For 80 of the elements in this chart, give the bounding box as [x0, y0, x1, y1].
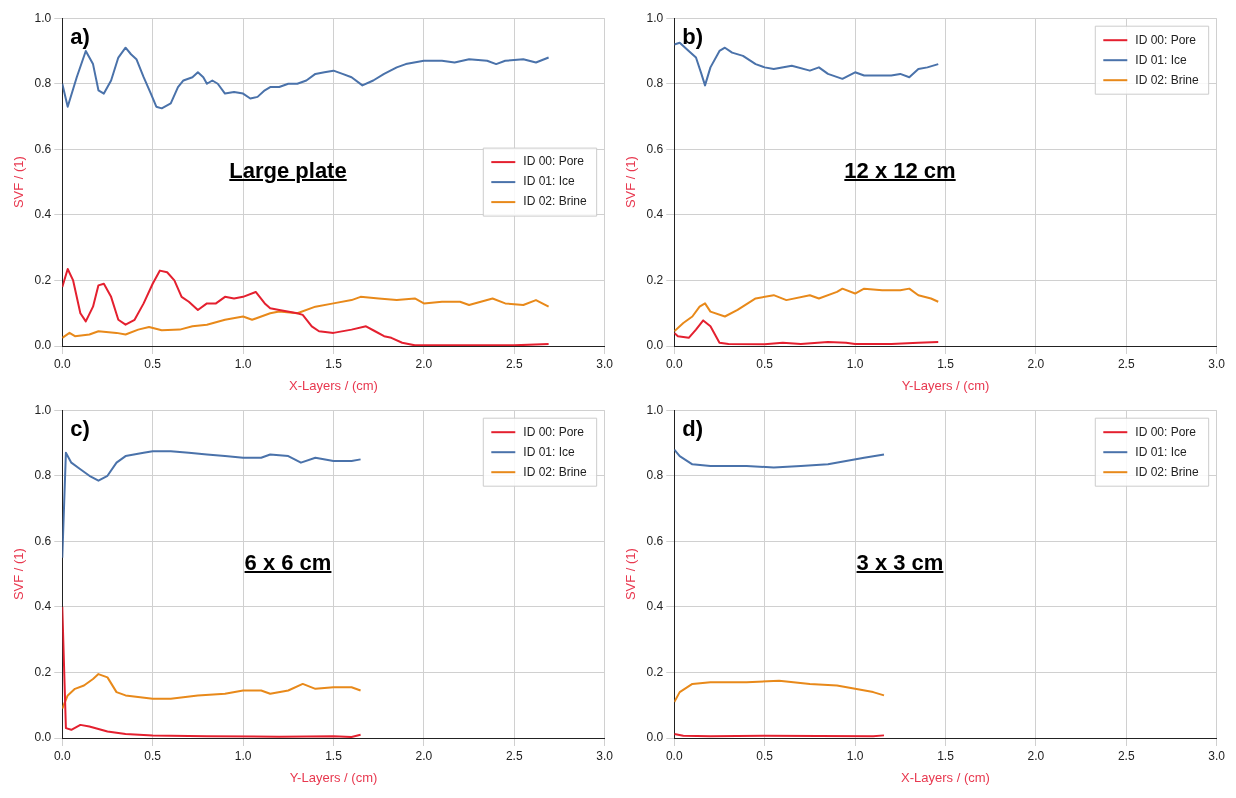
x-tick-label: 3.0: [1208, 748, 1226, 763]
legend-label: ID 02: Brine: [523, 464, 587, 479]
x-tick-label: 0.5: [756, 356, 774, 371]
y-tick-label: 0.2: [646, 664, 664, 679]
x-tick-label: 1.5: [325, 748, 343, 763]
y-tick-label: 1.0: [34, 10, 52, 25]
y-tick-label: 0.8: [34, 468, 52, 483]
x-tick-label: 2.0: [415, 356, 433, 371]
annotation: d): [682, 416, 704, 442]
x-tick-label: 1.0: [234, 356, 252, 371]
y-tick-label: 0.4: [646, 599, 664, 614]
x-tick-label: 0.0: [53, 748, 71, 763]
x-tick-label: 0.0: [665, 356, 683, 371]
annotation: 12 x 12 cm: [844, 158, 956, 183]
y-tick-label: 0.8: [646, 76, 664, 91]
y-tick-label: 0.2: [34, 664, 52, 679]
x-tick-label: 3.0: [1208, 356, 1226, 371]
x-axis-title: Y-Layers / (cm): [901, 377, 990, 393]
y-tick-label: 1.0: [34, 402, 52, 417]
y-tick-label: 0.6: [34, 533, 52, 548]
annotation: b): [682, 24, 704, 50]
y-tick-label: 0.2: [646, 272, 664, 287]
annotation: 3 x 3 cm: [856, 550, 944, 575]
y-tick-label: 0.6: [646, 141, 664, 156]
x-tick-label: 1.5: [325, 356, 343, 371]
legend-label: ID 00: Pore: [523, 154, 585, 169]
x-tick-label: 0.5: [144, 356, 162, 371]
annotation: a): [70, 24, 90, 50]
y-tick-label: 0.8: [34, 76, 52, 91]
y-tick-label: 0.0: [646, 730, 664, 745]
y-tick-label: 0.6: [646, 533, 664, 548]
annotation: c): [70, 416, 90, 442]
x-tick-label: 2.5: [1117, 356, 1135, 371]
y-tick-label: 0.0: [34, 338, 52, 353]
x-tick-label: 2.5: [505, 748, 523, 763]
y-axis-title: SVF / (1): [623, 548, 639, 601]
x-tick-label: 2.0: [1027, 356, 1045, 371]
y-tick-label: 0.4: [34, 207, 52, 222]
legend-label: ID 00: Pore: [523, 424, 585, 439]
y-tick-label: 0.4: [646, 207, 664, 222]
x-axis-title: X-Layers / (cm): [901, 769, 990, 785]
y-tick-label: 0.8: [646, 468, 664, 483]
legend-label: ID 01: Ice: [523, 174, 575, 189]
x-tick-label: 2.0: [1027, 748, 1045, 763]
x-tick-label: 3.0: [596, 748, 614, 763]
y-tick-label: 0.2: [34, 272, 52, 287]
legend-label: ID 02: Brine: [1135, 72, 1199, 87]
legend-label: ID 02: Brine: [523, 194, 587, 209]
legend-label: ID 01: Ice: [523, 444, 575, 459]
x-axis-title: X-Layers / (cm): [289, 377, 378, 393]
legend-label: ID 00: Pore: [1135, 32, 1197, 47]
x-tick-label: 2.0: [415, 748, 433, 763]
y-tick-label: 1.0: [646, 10, 664, 25]
y-axis-title: SVF / (1): [11, 548, 27, 601]
legend-label: ID 00: Pore: [1135, 424, 1197, 439]
y-axis-title: SVF / (1): [11, 156, 27, 209]
x-tick-label: 1.0: [846, 356, 864, 371]
annotation: 6 x 6 cm: [244, 550, 332, 575]
x-tick-label: 3.0: [596, 356, 614, 371]
y-axis-title: SVF / (1): [623, 156, 639, 209]
y-tick-label: 0.0: [34, 730, 52, 745]
x-tick-label: 1.0: [234, 748, 252, 763]
x-tick-label: 2.5: [1117, 748, 1135, 763]
y-tick-label: 0.0: [646, 338, 664, 353]
x-tick-label: 1.5: [937, 356, 955, 371]
x-tick-label: 1.5: [937, 748, 955, 763]
legend-label: ID 01: Ice: [1135, 52, 1187, 67]
x-tick-label: 0.5: [756, 748, 774, 763]
y-tick-label: 1.0: [646, 402, 664, 417]
x-tick-label: 2.5: [505, 356, 523, 371]
x-tick-label: 0.0: [665, 748, 683, 763]
x-tick-label: 0.5: [144, 748, 162, 763]
y-tick-label: 0.4: [34, 599, 52, 614]
legend-label: ID 02: Brine: [1135, 464, 1199, 479]
x-tick-label: 0.0: [53, 356, 71, 371]
x-axis-title: Y-Layers / (cm): [289, 769, 378, 785]
legend-label: ID 01: Ice: [1135, 444, 1187, 459]
x-tick-label: 1.0: [846, 748, 864, 763]
y-tick-label: 0.6: [34, 141, 52, 156]
annotation: Large plate: [229, 158, 347, 183]
